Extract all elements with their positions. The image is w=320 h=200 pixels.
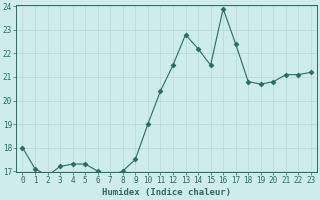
- X-axis label: Humidex (Indice chaleur): Humidex (Indice chaleur): [102, 188, 231, 197]
